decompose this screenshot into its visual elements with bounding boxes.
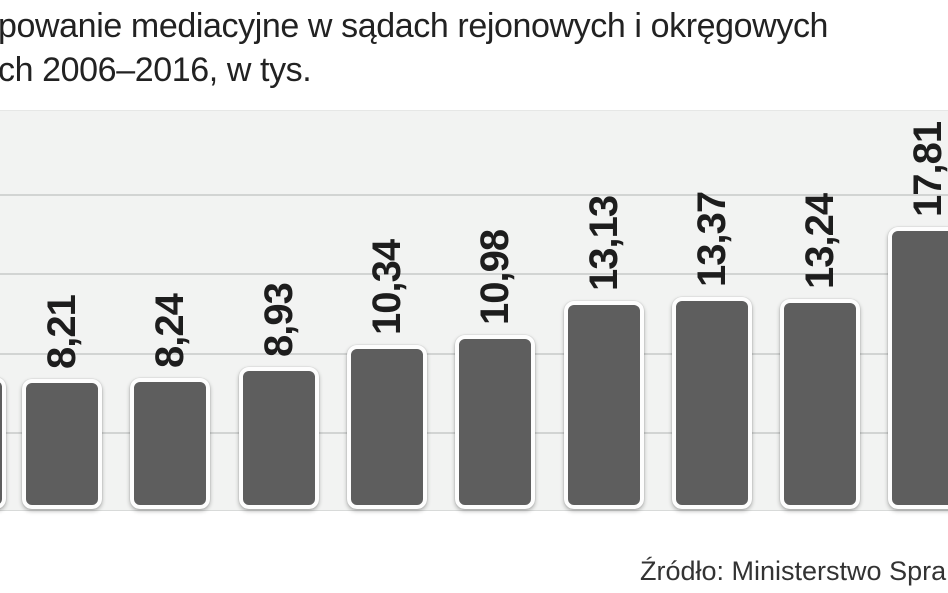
bar-9 xyxy=(888,227,948,509)
source-text: Źródło: Ministerstwo Spra xyxy=(640,556,947,586)
bar-value-label-7: 13,37 xyxy=(690,191,734,287)
gridline-20 xyxy=(0,194,948,196)
bar-7 xyxy=(672,297,752,509)
chart-title: powanie mediacyjne w sądach rejonowych i… xyxy=(0,4,828,92)
bar-value-label-3: 8,93 xyxy=(257,283,301,357)
bar-3 xyxy=(239,367,319,509)
bar-value-label-2: 8,24 xyxy=(148,294,192,368)
bar-4 xyxy=(347,345,427,509)
bar-value-label-5: 10,98 xyxy=(473,229,517,325)
bar-value-label-6: 13,13 xyxy=(582,195,626,291)
bar-6 xyxy=(564,301,644,509)
bar-2 xyxy=(130,378,210,509)
bar-value-label-8: 13,24 xyxy=(798,193,842,289)
bar-1 xyxy=(22,379,102,509)
bar-8 xyxy=(780,299,860,509)
chart-title-line1: powanie mediacyjne w sądach rejonowych i… xyxy=(0,7,829,45)
gridline-15 xyxy=(0,273,948,275)
bar-5 xyxy=(455,335,535,509)
bar-value-label-1: 8,21 xyxy=(40,295,84,369)
chart-title-line2: ch 2006–2016, w tys. xyxy=(0,51,312,89)
bar-value-label-4: 10,34 xyxy=(365,239,409,335)
bar-cropped-left xyxy=(0,377,6,509)
plot-area: 8,21 8,24 8,93 10,34 10,98 13,13 13,37 13,24 17,… xyxy=(0,110,948,511)
bar-value-label-9: 17,81 xyxy=(906,121,948,217)
